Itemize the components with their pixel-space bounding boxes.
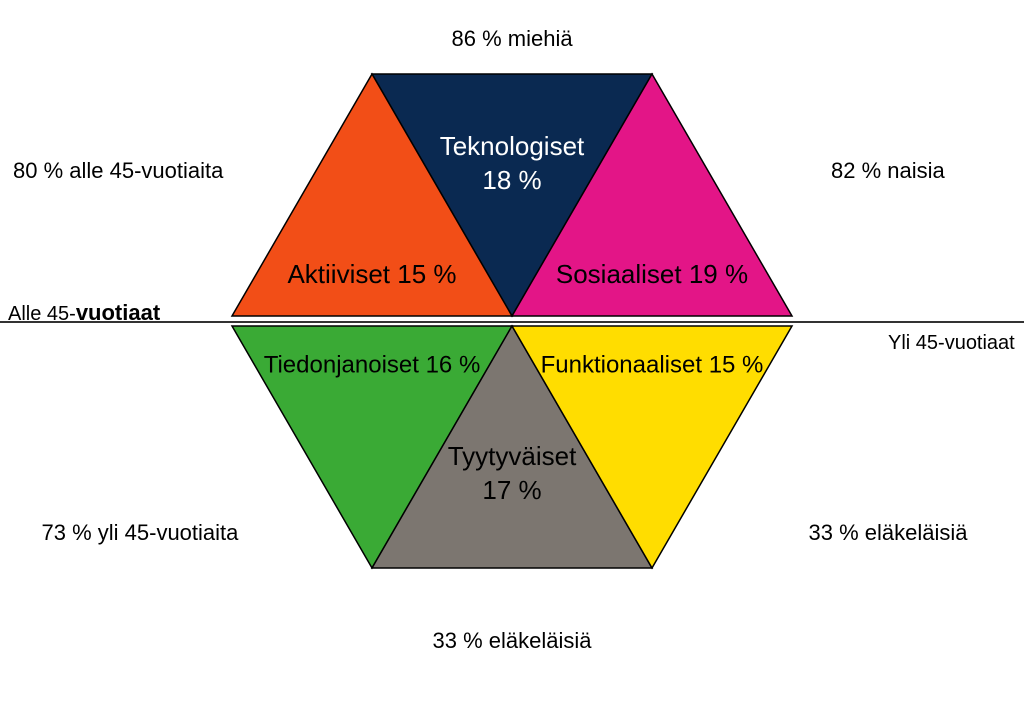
annotation-label: 86 % miehiä [452,26,573,52]
axis-label-right: Yli 45-vuotiaat [888,332,1015,355]
annotation-label: 80 % alle 45-vuotiaita [13,158,223,184]
annotation-label: 82 % naisia [831,158,945,184]
annotation-label: 73 % yli 45-vuotiaita [42,520,239,546]
annotation-label: 33 % eläkeläisiä [809,520,968,546]
infographic-canvas: Teknologiset18 %Aktiiviset 15 %Sosiaalis… [0,0,1024,718]
axis-label-left: Alle 45-vuotiaat [8,300,160,326]
annotation-label: 33 % eläkeläisiä [433,628,592,654]
triangle-hexagon: Teknologiset18 %Aktiiviset 15 %Sosiaalis… [0,0,1024,718]
